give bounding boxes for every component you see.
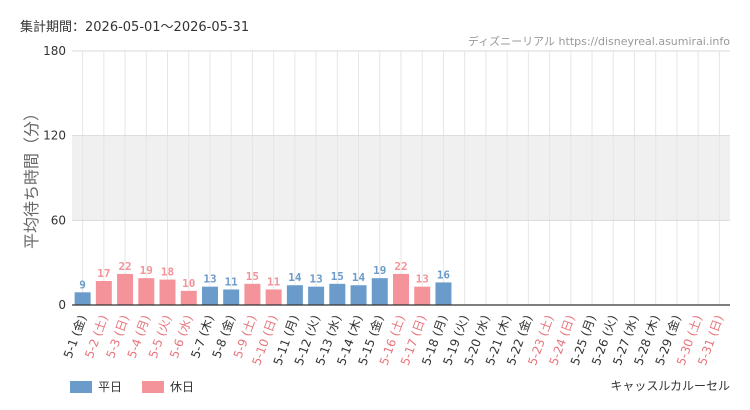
bar-13 (329, 283, 346, 305)
y-axis-label: 平均待ち時間（分） (22, 105, 41, 249)
value-label-4: 19 (140, 264, 153, 277)
value-label-12: 13 (309, 273, 322, 286)
y-tick-label: 180 (43, 44, 66, 58)
bar-10 (265, 289, 282, 305)
legend-holiday-swatch (142, 380, 165, 393)
bar-2 (95, 281, 112, 305)
value-label-8: 11 (225, 275, 239, 288)
value-label-15: 19 (373, 264, 386, 277)
bar-9 (244, 283, 261, 305)
period-label: 集計期間：2026-05-01〜2026-05-31 (20, 20, 250, 35)
bar-12 (308, 286, 325, 305)
grid-layer (72, 50, 730, 305)
value-label-10: 11 (267, 275, 281, 288)
y-tick-label: 120 (43, 129, 66, 143)
bar-5 (159, 279, 176, 305)
bar-18 (435, 282, 452, 305)
bar-11 (286, 285, 303, 305)
bar-17 (414, 286, 431, 305)
bars-layer (74, 273, 452, 305)
legend-holiday-label: 休日 (170, 380, 195, 394)
bar-14 (350, 285, 367, 305)
value-label-7: 13 (203, 273, 216, 286)
bar-4 (138, 278, 155, 305)
bar-6 (180, 290, 197, 305)
legend-weekday-label: 平日 (98, 380, 123, 394)
y-tick-label: 0 (58, 298, 66, 312)
legend-holiday: 休日 (142, 378, 194, 395)
value-label-3: 22 (118, 260, 131, 273)
y-ticks-layer: 0 60 120 180 (43, 44, 66, 312)
value-label-16: 22 (394, 260, 407, 273)
value-label-11: 14 (288, 271, 302, 284)
bar-16 (393, 273, 409, 305)
value-label-1: 9 (79, 278, 86, 291)
bar-7 (201, 286, 218, 305)
x-labels-layer: 5-1 (金)5-2 (土)5-3 (日)5-4 (月)5-5 (火)5-6 (… (60, 313, 726, 367)
value-label-18: 16 (437, 268, 451, 281)
attraction-name: キャッスルカルーセル (610, 379, 730, 393)
bar-15 (371, 278, 388, 305)
y-tick-label: 60 (51, 213, 66, 227)
value-label-17: 13 (416, 273, 429, 286)
value-label-5: 18 (161, 266, 174, 279)
bar-1 (74, 292, 91, 305)
bar-8 (223, 289, 240, 305)
site-credit: ディズニーリアル https://disneyreal.asumirai.inf… (467, 35, 730, 48)
value-label-13: 15 (331, 270, 344, 283)
value-label-14: 14 (352, 271, 366, 284)
value-label-2: 17 (97, 267, 110, 280)
value-label-9: 15 (246, 270, 259, 283)
bar-3 (117, 273, 134, 305)
value-label-6: 10 (182, 277, 195, 290)
legend-weekday-swatch (70, 380, 92, 393)
legend-weekday: 平日 (70, 378, 122, 395)
legend: 平日 休日 (70, 378, 214, 395)
value-labels-layer: 9 17 22 19 18 10 13 11 15 11 14 13 15 14 19 22 13 16 (79, 260, 450, 291)
wait-time-bar-chart: 9 17 22 19 18 10 13 11 15 11 14 13 15 14 19 22 13 16 0 60 1… (22, 44, 730, 367)
